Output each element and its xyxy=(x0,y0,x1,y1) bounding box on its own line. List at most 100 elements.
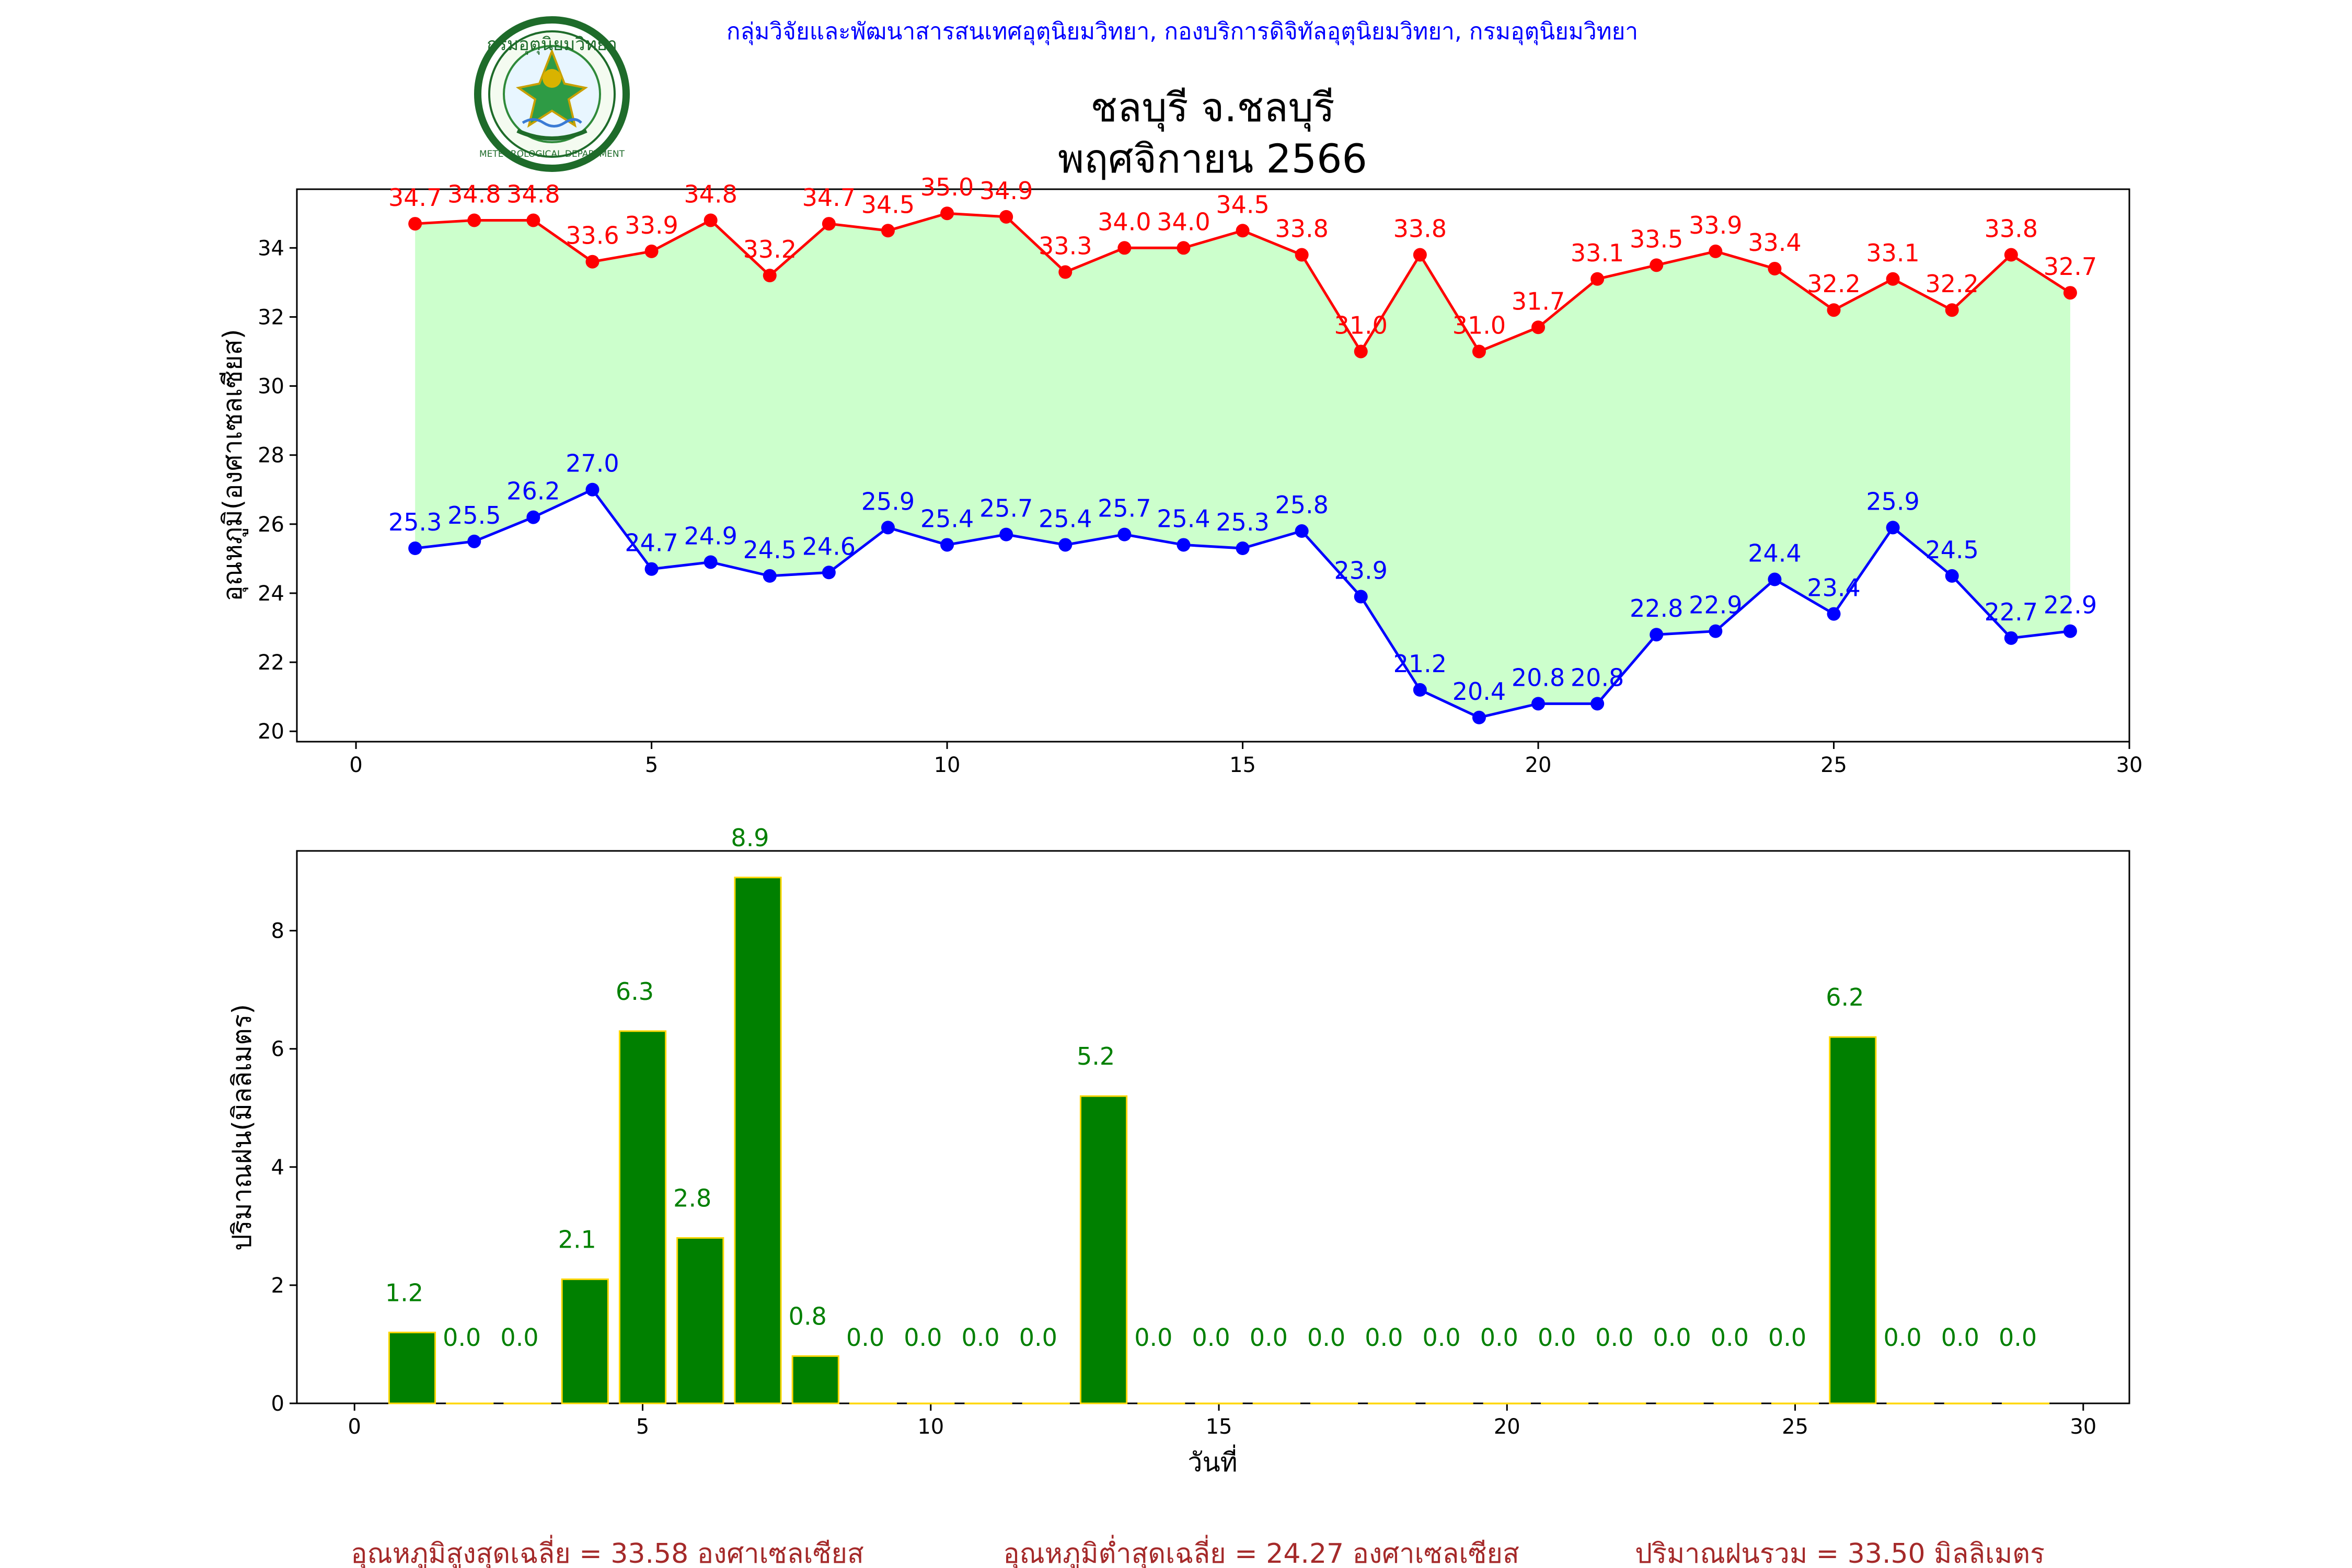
min-temperature-point xyxy=(1295,524,1309,538)
rainfall-x-tick-label: 30 xyxy=(2070,1415,2096,1439)
min-temperature-point xyxy=(704,555,718,569)
rainfall-label: 2.8 xyxy=(673,1184,711,1212)
max-temperature-point xyxy=(1768,261,1782,275)
rainfall-y-axis-label: ปริมาณฝน(มิลลิเมตร) xyxy=(227,1004,257,1251)
rainfall-bar xyxy=(1713,1402,1761,1404)
temperature-range-fill-layer xyxy=(415,213,2070,718)
max-temperature-label: 33.6 xyxy=(566,222,619,250)
rainfall-label: 0.0 xyxy=(443,1323,481,1352)
rainfall-label: 0.0 xyxy=(1422,1323,1460,1352)
max-temperature-label: 34.5 xyxy=(861,190,915,218)
temperature-x-tick-label: 25 xyxy=(1820,753,1847,777)
min-temperature-point xyxy=(1827,607,1841,621)
rainfall-label: 0.0 xyxy=(1941,1323,1979,1352)
min-temperature-label: 24.5 xyxy=(1925,536,1978,564)
temperature-y-tick-label: 34 xyxy=(258,236,284,260)
min-temperature-label: 25.4 xyxy=(1157,504,1210,533)
min-temperature-point xyxy=(2063,624,2077,638)
max-temperature-point xyxy=(1354,344,1368,359)
rainfall-x-tick-label: 0 xyxy=(348,1415,361,1439)
temperature-data-labels: 34.7 34.8 34.833.6 33.934.833.234.7 34.535.0… xyxy=(388,173,2097,706)
min-temperature-label: 22.9 xyxy=(2044,591,2097,619)
temperature-x-tick-label: 15 xyxy=(1229,753,1256,777)
max-temperature-point xyxy=(526,213,540,227)
rainfall-label: 0.0 xyxy=(846,1323,884,1352)
rainfall-bar xyxy=(907,1402,955,1404)
rainfall-bar xyxy=(676,1237,724,1404)
min-temperature-point xyxy=(1058,538,1073,552)
max-temperature-point xyxy=(1236,224,1250,238)
min-temperature-point xyxy=(881,521,895,535)
max-temperature-label: 34.8 xyxy=(506,180,560,208)
rainfall-bar xyxy=(503,1402,551,1404)
min-temperature-label: 22.9 xyxy=(1689,591,1742,619)
min-temperature-point xyxy=(1650,628,1664,642)
min-temperature-point xyxy=(2004,631,2018,645)
min-temperature-label: 25.9 xyxy=(1866,487,1919,515)
max-temperature-point xyxy=(1531,320,1546,335)
rainfall-bar xyxy=(1137,1402,1185,1404)
min-temperature-point xyxy=(408,541,422,556)
rainfall-bar xyxy=(561,1278,609,1404)
temperature-x-tick-label: 0 xyxy=(349,753,362,777)
rainfall-y-tick-label: 2 xyxy=(271,1274,284,1298)
min-temperature-label: 24.9 xyxy=(684,522,737,550)
min-temperature-label: 26.2 xyxy=(506,477,560,505)
min-temperature-label: 24.5 xyxy=(743,536,797,564)
rainfall-label: 0.0 xyxy=(1019,1323,1057,1352)
max-temperature-label: 33.1 xyxy=(1866,239,1919,267)
rainfall-bar xyxy=(1425,1402,1473,1404)
max-temperature-point xyxy=(585,255,599,269)
max-temperature-point xyxy=(1058,265,1073,279)
min-temperature-label: 24.4 xyxy=(1748,539,1801,568)
rainfall-label: 0.0 xyxy=(500,1323,538,1352)
rainfall-x-tick-label: 15 xyxy=(1206,1415,1232,1439)
min-temperature-point xyxy=(1177,538,1191,552)
min-temperature-label: 24.6 xyxy=(802,532,856,560)
max-temperature-label: 34.0 xyxy=(1157,207,1210,236)
min-temperature-label: 25.3 xyxy=(388,508,442,536)
rainfall-bar xyxy=(1944,1402,1992,1404)
max-temperature-point xyxy=(940,206,954,221)
max-temperature-label: 34.8 xyxy=(447,180,501,208)
rainfall-y-tick-label: 8 xyxy=(271,919,284,943)
temperature-x-tick-label: 20 xyxy=(1525,753,1552,777)
max-temperature-point xyxy=(1886,272,1900,286)
min-temperature-label: 25.7 xyxy=(979,494,1033,523)
max-temperature-point xyxy=(999,210,1013,224)
max-temperature-label: 34.7 xyxy=(388,183,442,212)
max-temperature-point xyxy=(1295,248,1309,262)
average-max-temperature: อุณหภูมิสูงสุดเฉลี่ย = 33.58 องศาเซลเซีย… xyxy=(351,1535,864,1568)
rainfall-x-tick-label: 20 xyxy=(1494,1415,1520,1439)
rainfall-bar xyxy=(1540,1402,1589,1404)
max-temperature-label: 33.8 xyxy=(1393,215,1447,243)
min-temperature-label: 20.8 xyxy=(1512,663,1565,691)
rainfall-y-tick-label: 6 xyxy=(271,1037,284,1062)
rainfall-label: 0.0 xyxy=(1883,1323,1921,1352)
min-temperature-point xyxy=(1531,697,1546,711)
rainfall-label: 0.0 xyxy=(1134,1323,1172,1352)
max-temperature-point xyxy=(2063,286,2077,300)
rainfall-label: 0.0 xyxy=(1595,1323,1633,1352)
rainfall-label: 0.8 xyxy=(789,1302,827,1331)
max-temperature-label: 33.2 xyxy=(743,235,797,263)
rainfall-data-labels: 1.2 0.0 0.0 2.1 6.3 2.8 8.9 0.8 0.0 0.0 0.0 0.0 5.2 0… xyxy=(385,824,2037,1352)
rainfall-bar xyxy=(1598,1402,1646,1404)
rainfall-x-tick-label: 25 xyxy=(1782,1415,1808,1439)
min-temperature-point xyxy=(585,482,599,497)
logo-top-text: กรมอุตุนิยมวิทยา xyxy=(487,34,617,55)
rainfall-label: 0.0 xyxy=(904,1323,942,1352)
rainfall-label: 0.0 xyxy=(1192,1323,1230,1352)
rainfall-label: 0.0 xyxy=(1307,1323,1345,1352)
min-temperature-label: 25.8 xyxy=(1275,491,1328,519)
organization-line: กลุ่มวิจัยและพัฒนาสารสนเทศอุตุนิยมวิทยา,… xyxy=(727,18,1638,45)
min-temperature-point xyxy=(1354,590,1368,604)
max-temperature-label: 32.2 xyxy=(1807,270,1860,298)
rainfall-label: 5.2 xyxy=(1077,1042,1115,1070)
rainfall-label: 6.2 xyxy=(1826,983,1864,1011)
max-temperature-point xyxy=(408,217,422,231)
min-temperature-label: 27.0 xyxy=(566,449,619,478)
min-temperature-point xyxy=(1768,572,1782,586)
total-rainfall: ปริมาณฝนรวม = 33.50 มิลลิเมตร xyxy=(1635,1538,2045,1568)
